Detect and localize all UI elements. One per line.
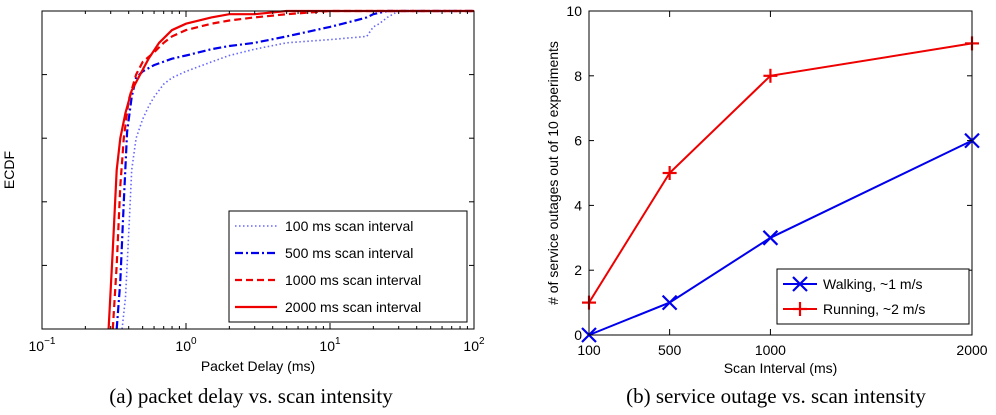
outage-x-tick-label: 100	[577, 342, 601, 358]
ecdf-x-tick-exponent: 1	[335, 336, 341, 347]
ecdf-legend-label-2: 1000 ms scan interval	[285, 272, 421, 288]
outage-y-tick-label: 2	[574, 262, 582, 278]
ecdf-x-tick-label: 100	[175, 336, 197, 354]
ecdf-x-tick-exponent: −1	[44, 336, 56, 347]
outage-chart-caption: (b) service outage vs. scan intensity	[626, 384, 926, 408]
outage-x-tick-label: 2000	[956, 342, 987, 358]
outage-y-tick-label: 0	[574, 327, 582, 343]
ecdf-series-line-1	[115, 9, 474, 330]
outage-y-axis-label: # of service outages out of 10 experimen…	[545, 41, 561, 305]
outage-y-tick-label: 4	[574, 197, 582, 213]
ecdf-legend-label-0: 100 ms scan interval	[285, 218, 413, 234]
outage-chart: 0 2 4 6 8 10 100 500 1000 2000 Scan Interval (ms) #…	[545, 3, 988, 376]
ecdf-chart-caption: (a) packet delay vs. scan intensity	[109, 384, 393, 408]
outage-plot-frame	[588, 10, 973, 336]
outage-series-line-1	[588, 42, 973, 304]
ecdf-legend-label-1: 500 ms scan interval	[285, 245, 413, 261]
outage-legend-label-0: Walking, ~1 m/s	[823, 276, 922, 292]
outage-y-tick-label: 6	[574, 133, 582, 149]
ecdf-legend	[228, 210, 468, 323]
ecdf-chart-panel: 10−1 100 101 102 Packet Delay (ms) ECDF 100 ms…	[1, 9, 485, 408]
outage-legend-marker-0	[792, 276, 808, 292]
ecdf-x-tick-exponent: 2	[479, 336, 485, 347]
ecdf-series-line-2	[111, 9, 474, 330]
outage-legend-label-1: Running, ~2 m/s	[823, 301, 925, 317]
outage-x-axis-label: Scan Interval (ms)	[724, 360, 838, 376]
outage-legend	[776, 268, 970, 325]
ecdf-x-tick-label: 102	[463, 336, 485, 354]
ecdf-legend-label-3: 2000 ms scan interval	[285, 299, 421, 315]
ecdf-x-tick-label: 10−1	[29, 336, 56, 354]
ecdf-x-tick-base: 10	[463, 338, 479, 354]
outage-x-tick-label: 1000	[755, 342, 786, 358]
ecdf-y-axis-label: ECDF	[1, 151, 17, 189]
ecdf-x-tick-exponent: 0	[191, 336, 197, 347]
ecdf-x-tick-base: 10	[29, 338, 45, 354]
outage-data-point-0	[762, 230, 779, 246]
outage-y-tick-label: 8	[574, 68, 582, 84]
ecdf-x-tick-base: 10	[175, 338, 191, 354]
outage-y-tick-label: 10	[566, 3, 582, 19]
outage-x-tick-label: 500	[658, 342, 682, 358]
ecdf-plot-frame	[41, 10, 475, 330]
outage-chart-panel: 0 2 4 6 8 10 100 500 1000 2000 Scan Interval (ms) #…	[498, 0, 996, 415]
outage-series-line-0	[588, 139, 973, 336]
outage-data-point-0	[661, 294, 678, 311]
ecdf-x-tick-base: 10	[319, 338, 335, 354]
ecdf-x-axis-label: Packet Delay (ms)	[201, 358, 315, 374]
ecdf-x-tick-label: 101	[319, 336, 341, 354]
ecdf-series-line-3	[107, 9, 474, 330]
